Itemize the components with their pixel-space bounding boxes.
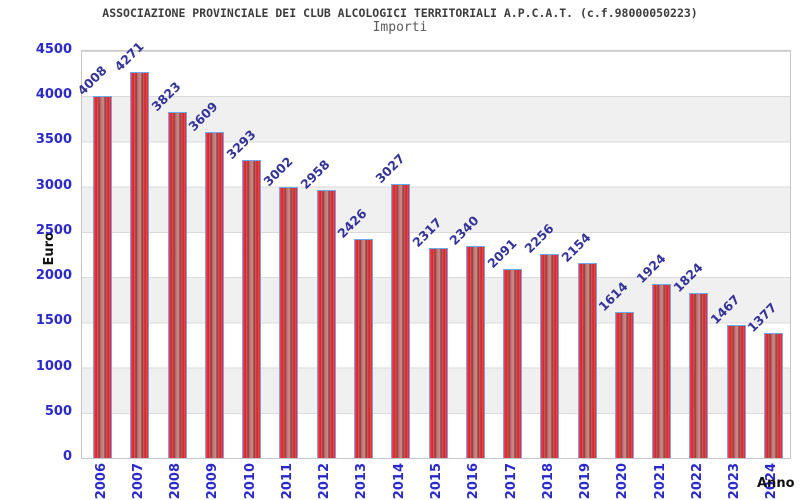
bar-value-label: 1377 bbox=[744, 300, 780, 336]
x-tick-label: 2013 bbox=[354, 463, 370, 500]
bar-2011 bbox=[279, 186, 299, 458]
bar-value-label: 1467 bbox=[707, 292, 743, 328]
y-tick-label: 500 bbox=[44, 403, 72, 419]
plot-area: 4008 4271 3823 3609 3293 3002 2958 2426 3027 2317… bbox=[74, 39, 791, 459]
bar-value-label: 1824 bbox=[670, 259, 706, 296]
x-tick-label: 2009 bbox=[205, 463, 221, 500]
bar-2024 bbox=[763, 333, 783, 458]
x-tick-label: 2023 bbox=[727, 463, 743, 500]
x-tick-label: 2019 bbox=[578, 463, 594, 500]
bar-2006 bbox=[93, 95, 113, 458]
bar-value-label: 2958 bbox=[297, 157, 333, 193]
x-tick-label: 2017 bbox=[503, 463, 519, 500]
y-tick-label: 2000 bbox=[35, 268, 72, 284]
y-tick-label: 3000 bbox=[35, 177, 72, 193]
y-tick-label: 1500 bbox=[35, 313, 72, 329]
bar-2014 bbox=[391, 184, 411, 458]
bar-2010 bbox=[242, 160, 262, 458]
x-tick-label: 2006 bbox=[93, 463, 109, 500]
bar-2012 bbox=[316, 190, 336, 458]
bar-value-label: 2154 bbox=[558, 229, 594, 266]
bar-value-label: 3293 bbox=[223, 126, 259, 163]
bar-value-label: 2256 bbox=[521, 220, 557, 256]
bar-value-label: 3027 bbox=[372, 151, 408, 187]
bar-value-label: 4271 bbox=[111, 38, 147, 74]
bar-2008 bbox=[167, 112, 187, 458]
x-tick-label: 2018 bbox=[540, 463, 556, 500]
bar-2015 bbox=[428, 248, 448, 458]
bar-value-label: 1924 bbox=[632, 250, 669, 286]
y-tick-label: 1000 bbox=[35, 358, 72, 374]
bar-value-label: 3002 bbox=[260, 153, 296, 189]
bar-value-label: 2426 bbox=[334, 205, 371, 241]
bar-value-label: 2317 bbox=[409, 215, 445, 251]
x-tick-label: 2010 bbox=[242, 463, 258, 500]
x-tick-label: 2007 bbox=[130, 463, 146, 500]
bar-2017 bbox=[503, 268, 523, 458]
bar-2021 bbox=[652, 284, 672, 458]
x-tick-label: 2015 bbox=[429, 463, 444, 500]
bar-value-label: 3823 bbox=[148, 79, 184, 115]
x-tick-label: 2020 bbox=[615, 463, 631, 500]
bar-2013 bbox=[353, 238, 373, 458]
bar-value-label: 1614 bbox=[595, 278, 631, 315]
y-tick-label: 4500 bbox=[35, 42, 72, 57]
bar-2022 bbox=[689, 293, 709, 458]
x-tick-label: 2022 bbox=[689, 463, 705, 500]
x-tick-label: 2011 bbox=[279, 463, 295, 500]
bar-2023 bbox=[726, 325, 746, 458]
x-tick-label: 2021 bbox=[652, 463, 668, 500]
y-tick-label: 4000 bbox=[35, 87, 72, 103]
bar-2016 bbox=[465, 246, 485, 458]
y-tick-label: 3500 bbox=[35, 132, 72, 148]
bar-2009 bbox=[204, 131, 224, 458]
bar-value-label: 3609 bbox=[185, 98, 222, 134]
x-tick-label: 2012 bbox=[317, 463, 333, 500]
x-tick-label: 2014 bbox=[391, 463, 407, 500]
y-tick-label: 2500 bbox=[35, 222, 72, 238]
bar-2007 bbox=[130, 71, 150, 458]
page-title: ASSOCIAZIONE PROVINCIALE DEI CLUB ALCOLO… bbox=[102, 6, 698, 20]
y-tick-label: 0 bbox=[62, 449, 72, 464]
bar-2020 bbox=[614, 312, 634, 458]
x-axis-title: Anno bbox=[757, 476, 795, 491]
bar-2018 bbox=[540, 253, 560, 458]
x-tick-label: 2016 bbox=[466, 463, 482, 500]
x-tick-label: 2008 bbox=[168, 463, 184, 500]
bar-value-label: 2091 bbox=[483, 235, 520, 271]
bar-2019 bbox=[577, 263, 597, 458]
chart-subtitle: Importi bbox=[372, 20, 428, 35]
bar-value-label: 2340 bbox=[446, 213, 482, 249]
bar-value-label: 4008 bbox=[74, 62, 110, 98]
